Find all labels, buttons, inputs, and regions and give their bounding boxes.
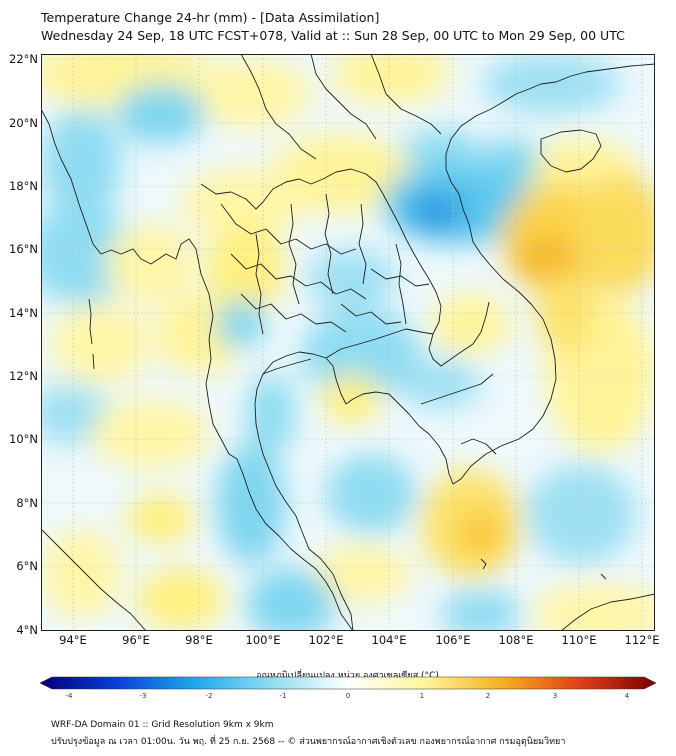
lat-label-12n: 12°N	[9, 369, 38, 383]
colorbar-tick: -1	[279, 692, 287, 700]
lat-label-8n: 8°N	[16, 496, 38, 510]
lat-label-18n: 18°N	[9, 179, 38, 193]
lat-label-14n: 14°N	[9, 306, 38, 320]
footer-credit: ปรับปรุงข้อมูล ณ เวลา 01:00น. วัน พฤ. ที…	[51, 737, 566, 747]
temperature-field	[41, 54, 655, 631]
colorbar-tick: -3	[139, 692, 147, 700]
colorbar	[40, 676, 656, 690]
colorbar-bar	[40, 676, 656, 690]
chart-subtitle: Wednesday 24 Sep, 18 UTC FCST+078, Valid…	[41, 28, 625, 43]
lon-label-108e: 108°E	[498, 633, 534, 647]
lon-label-104e: 104°E	[371, 633, 407, 647]
lat-label-22n: 22°N	[9, 52, 38, 66]
colorbar-tick: 0	[345, 692, 351, 700]
colorbar-tick: 1	[419, 692, 425, 700]
lat-label-6n: 6°N	[16, 559, 38, 573]
lon-label-106e: 106°E	[435, 633, 471, 647]
colorbar-tick: 3	[552, 692, 558, 700]
colorbar-tick: -2	[205, 692, 213, 700]
lat-label-16n: 16°N	[9, 242, 38, 256]
coastlines-borders	[41, 54, 655, 631]
colorbar-tick: 4	[624, 692, 630, 700]
lon-label-100e: 100°E	[245, 633, 281, 647]
lat-label-4n: 4°N	[16, 623, 38, 637]
footer-domain-info: WRF-DA Domain 01 :: Grid Resolution 9km …	[51, 720, 274, 730]
lon-label-96e: 96°E	[122, 633, 150, 647]
map-frame	[41, 54, 655, 631]
colorbar-tick: -4	[65, 692, 73, 700]
chart-title: Temperature Change 24-hr (mm) - [Data As…	[41, 10, 380, 25]
lon-label-94e: 94°E	[59, 633, 87, 647]
temperature-change-map	[41, 54, 655, 631]
lon-label-102e: 102°E	[308, 633, 344, 647]
lon-label-98e: 98°E	[185, 633, 213, 647]
lat-label-10n: 10°N	[9, 432, 38, 446]
lon-label-110e: 110°E	[561, 633, 597, 647]
lon-label-112e: 112°E	[624, 633, 660, 647]
graticule	[41, 54, 655, 631]
colorbar-tick: 2	[485, 692, 491, 700]
colorbar-label: อุณหภูมิเปลี่ยนแปลง หน่วย องศาเซลเซียส (…	[256, 671, 439, 681]
lat-label-20n: 20°N	[9, 116, 38, 130]
